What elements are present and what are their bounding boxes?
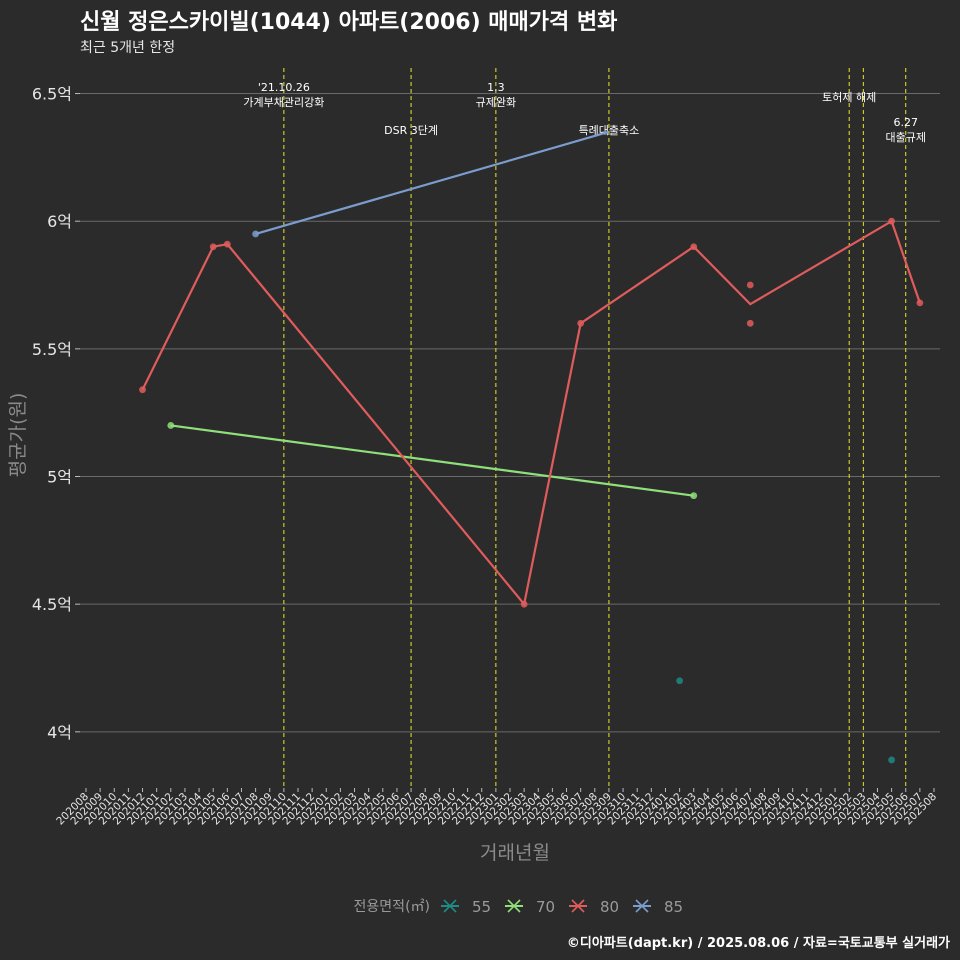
data-point-80 (746, 319, 754, 327)
data-point-70 (167, 422, 175, 429)
y-tick-label: 4.5억 (32, 595, 72, 614)
legend-swatch-cross (507, 899, 521, 913)
event-label: 6.27 (893, 116, 918, 129)
y-tick-label: 5.5억 (32, 340, 72, 359)
footer-credit: ©디아파트(dapt.kr) / 2025.08.06 / 자료=국토교통부 실… (567, 935, 950, 951)
data-point-80 (209, 243, 217, 251)
series-line-70 (170, 424, 694, 497)
y-tick-label: 5억 (47, 468, 72, 487)
data-point-80 (577, 319, 585, 327)
x-axis-label: 거래년월 (480, 842, 550, 864)
data-point-80 (690, 243, 698, 251)
data-point-55 (888, 756, 895, 764)
y-tick-label: 4억 (47, 723, 72, 742)
x-axis: 2020082020092020102020112020122021012021… (54, 788, 939, 827)
data-point-85 (252, 230, 259, 238)
legend: 전용면적(㎡) 55 70 80 85 (354, 898, 684, 916)
y-tick-label: 6.5억 (32, 85, 72, 104)
chart-title: 신월 정은스카이빌(1044) 아파트(2006) 매매가격 변화 (80, 10, 617, 35)
legend-swatch-cross (571, 899, 585, 913)
data-point-80 (223, 240, 231, 248)
legend-swatch-cross (635, 899, 649, 913)
event-label: 1.3 (487, 81, 505, 94)
event-label: 규제완화 (476, 96, 516, 109)
series-line-85 (255, 130, 610, 236)
data-point-70 (690, 492, 698, 500)
data-point-80 (139, 386, 146, 394)
y-tick-label: 6억 (47, 212, 72, 231)
grid-lines (80, 93, 940, 733)
event-label: 가계부채관리강화 (243, 96, 324, 109)
chart-subtitle: 최근 5개년 한정 (80, 40, 175, 56)
data-point-80 (888, 217, 895, 225)
data-point-80 (916, 299, 924, 307)
event-label: DSR 3단계 (384, 124, 438, 137)
legend-title: 전용면적(㎡) (354, 899, 430, 915)
legend-swatch-cross (443, 899, 457, 913)
series-group (139, 130, 924, 764)
series-line-80 (141, 219, 921, 607)
event-label: 대출규제 (885, 131, 925, 144)
legend-label-80: 80 (600, 898, 619, 916)
y-axis-label: 평균가(원) (7, 393, 29, 478)
data-point-55 (676, 677, 683, 685)
legend-label-70: 70 (536, 898, 555, 916)
event-label: '21.10.26 (258, 81, 310, 94)
data-point-80 (746, 281, 754, 289)
legend-label-55: 55 (472, 898, 491, 916)
event-label: 토허제 해제 (822, 90, 876, 104)
data-point-80 (520, 600, 528, 608)
legend-label-85: 85 (664, 898, 683, 916)
event-label: 특례대출축소 (579, 124, 640, 137)
y-axis: 4억 4.5억 5억 5.5억 6억 6.5억 (32, 85, 80, 742)
